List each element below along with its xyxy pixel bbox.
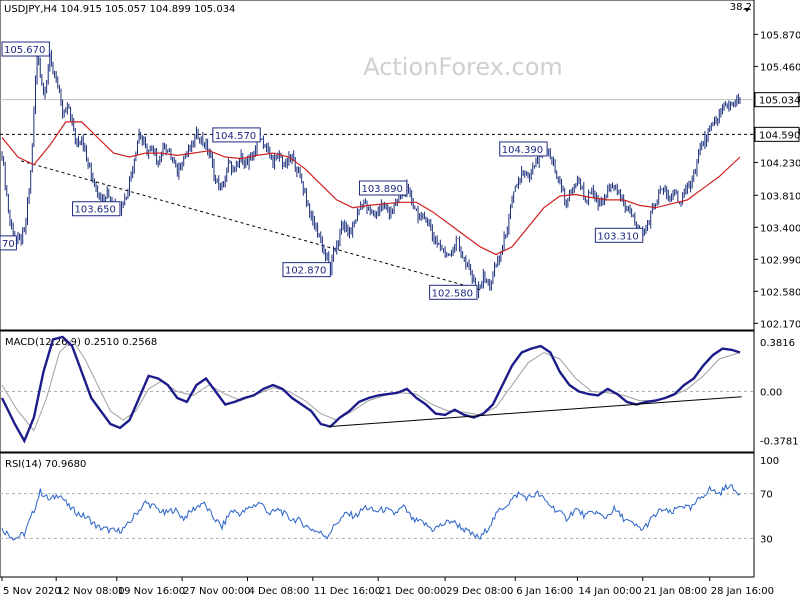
support-trendline [20, 160, 481, 291]
price-annotation-box [0, 235, 17, 251]
rsi-pane: RSI(14) 70.9680 100 70 30 [0, 456, 779, 545]
watermark-text: ActionForex.com [363, 53, 563, 81]
price-annotation-label: 102.580 [432, 288, 473, 299]
price-annotation-box [212, 127, 261, 143]
x-tick-label: 19 Nov 16:00 [118, 586, 185, 597]
x-tick-label: 4 Dec 08:00 [248, 586, 309, 597]
x-tick-label: 27 Nov 00:00 [183, 586, 250, 597]
rsi-title: RSI(14) 70.9680 [5, 459, 86, 470]
x-tick-label: 6 Jan 16:00 [516, 586, 573, 597]
price-annotation-label: 70 [2, 239, 15, 250]
x-tick-label: 29 Dec 08:00 [446, 586, 513, 597]
price-tick-label: 104.230 [760, 158, 800, 169]
price-annotation-box [594, 227, 644, 243]
macd-signal-line [1, 338, 741, 432]
price-annotation-label: 103.890 [361, 184, 402, 195]
price-annotation-box [429, 284, 478, 300]
price-annotation-box [72, 201, 121, 217]
price-tick-label: 103.810 [760, 191, 800, 202]
price-tick-label: 102.580 [760, 287, 800, 298]
level-label: 104.590 [759, 130, 800, 141]
price-tick-label: 102.990 [760, 255, 800, 266]
price-tick-label: 102.170 [760, 319, 800, 330]
macd-title: MACD(12,26,9) 0.2510 0.2568 [5, 337, 157, 348]
price-annotation-label: 103.310 [597, 231, 638, 242]
moving-average-line [1, 121, 741, 256]
price-annotation-label: 102.870 [285, 266, 326, 277]
rsi-tick-label: 100 [760, 456, 779, 467]
macd-tick-label: 0.3816 [760, 338, 795, 349]
current-price-box [754, 92, 800, 108]
x-tick-label: 28 Jan 16:00 [711, 586, 774, 597]
x-tick-label: 21 Dec 00:00 [379, 586, 446, 597]
price-annotation-label: 104.390 [502, 145, 543, 156]
price-annotation-label: 104.570 [215, 131, 256, 142]
macd-trendline [328, 396, 742, 428]
price-annotation-box [1, 41, 50, 57]
x-tick-label: 11 Dec 16:00 [314, 586, 381, 597]
price-tick-label: 105.460 [760, 62, 800, 73]
x-tick-label: 12 Nov 08:00 [57, 586, 124, 597]
price-tick-label: 103.400 [760, 223, 800, 234]
current-price-label: 105.034 [759, 96, 800, 107]
price-tick-label: 105.870 [760, 30, 800, 41]
macd-tick-label: 0.00 [760, 388, 782, 399]
x-tick-label: 14 Jan 00:00 [578, 586, 641, 597]
rsi-tick-label: 30 [760, 534, 773, 545]
price-annotation-box [358, 180, 408, 196]
corner-value: 38.2 [730, 2, 752, 13]
price-annotation-box [499, 141, 548, 157]
rsi-line [1, 483, 741, 541]
price-pane: 105.870105.460105.050104.630104.230103.8… [0, 30, 800, 330]
macd-pane: MACD(12,26,9) 0.2510 0.2568 0.3816 0.00 -0… [0, 335, 799, 448]
rsi-pane-frame [0, 452, 755, 578]
macd-pane-frame [0, 330, 755, 453]
level-label-box [754, 126, 800, 142]
x-tick-label: 5 Nov 2020 [3, 586, 61, 597]
price-annotation-label: 103.650 [75, 205, 116, 216]
corner-dropdown-icon[interactable] [744, 8, 750, 12]
x-tick-label: 21 Jan 08:00 [644, 586, 707, 597]
price-pane-title: USDJPY,H4 104.915 105.057 104.899 105.03… [4, 4, 235, 15]
price-annotation-label: 105.670 [4, 45, 45, 56]
rsi-tick-label: 70 [760, 490, 773, 501]
macd-line [0, 335, 741, 444]
macd-tick-label: -0.3781 [760, 437, 799, 448]
price-pane-frame [0, 0, 755, 331]
price-annotation-box [282, 262, 331, 278]
